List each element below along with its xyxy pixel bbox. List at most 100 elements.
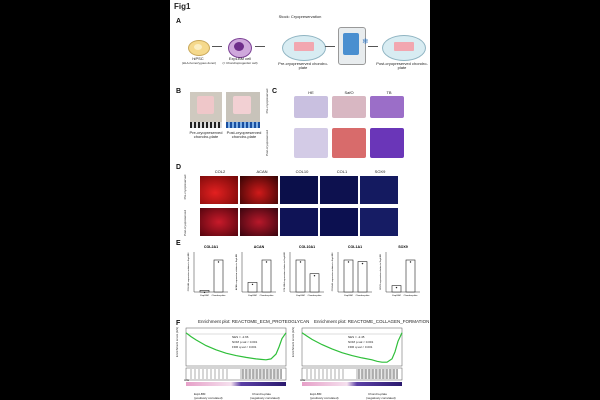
gene-ylabel: COL10A1 expression relative to ExpLBM [283,252,286,292]
d-post-col2 [200,208,238,236]
arrow-3 [325,46,335,47]
post-plate [394,42,414,51]
x-tick-label: Chondro-plate [404,294,419,297]
arrow-4 [368,46,378,47]
arrow-1 [212,46,222,47]
x-tick-label: Chondro-plate [308,294,323,297]
post-photo-ruler [226,122,260,128]
bar [261,259,272,293]
f-right-hits: Hits [300,378,306,382]
c-col-he: HE [308,90,314,95]
c-post-he [294,128,328,158]
d-post-acan [240,208,278,236]
post-photo-tissue [233,96,251,114]
gene-title: SOX9 [398,245,408,249]
data-point [251,283,254,286]
bar [405,259,416,293]
bar [247,282,258,293]
f-right-sub-right: (negatively correlated) [366,396,396,400]
f-right-group-right: Chondro-plate [368,392,388,396]
x-tick-label: ExpLBM [392,295,400,297]
gene-title: COL1A1 [348,245,362,249]
c-col-safo: SafO [344,90,354,95]
data-point [217,261,220,263]
panel-e-label: E [176,240,181,247]
d-col-col2: COL2 [214,169,226,174]
x-tick-label: Chondro-plate [356,294,371,297]
c-row-post: Post-cryopreserved [265,129,269,156]
f-right-ylabel: Enrichment score (ES) [291,326,295,358]
c-pre-he [294,96,328,118]
arrow-2 [255,46,265,47]
data-point [299,261,302,263]
d-post-col10 [280,208,318,236]
f-left-nom: NOM p-val < 0.001 [232,340,258,344]
c-col-tb: TB [386,90,392,95]
c-post-safo [332,128,366,158]
data-point [203,291,206,294]
bar [391,285,402,293]
bar [357,261,368,293]
es-frame [301,327,403,367]
data-point [347,261,350,263]
pre-photo-ruler [190,122,222,128]
post-label: Post-cryopreserved chondro-plate [376,61,428,70]
x-tick-label: ExpLBM [200,295,208,297]
bar [295,259,306,293]
explbm-nucleus [234,42,244,51]
d-row-pre: Pre-cryopreserved [183,174,187,200]
stock-label: Stock: Cryopreservation [278,14,322,19]
f-left-title: Enrichment plot: REACTOME_ECM_PROTEOGLYC… [198,319,310,324]
enrichment-curve [301,332,403,363]
f-right-title: Enrichment plot: REACTOME_COLLAGEN_FORMA… [314,319,430,324]
figure-title: Fig1 [174,2,191,11]
data-point [395,286,398,289]
x-tick-label: ExpLBM [248,295,256,297]
hits-frame [185,367,287,381]
bar [343,259,354,293]
gene-ylabel: ACAN expression relative to ExpLBM [235,254,238,290]
f-right-fdr: FDR q-val < 0.001 [348,345,373,349]
d-col-sox9: SOX9 [374,169,386,174]
explbm-title: ExpLBM cell [228,56,252,61]
panel-b-label: B [176,88,182,95]
f-left-nes: NES = -2.66 [232,335,249,339]
enrichment-plots [185,327,403,386]
hits-frame [301,367,403,381]
f-right-nom: NOM p-val < 0.001 [348,340,374,344]
d-pre-sox9 [360,176,398,204]
figure-page: Fig1 A Stock: Cryopreservation hiPSC (HL… [170,0,430,400]
d-post-sox9 [360,208,398,236]
d-col-acan: ACAN [256,169,268,174]
f-left-fdr: FDR q-val < 0.001 [232,345,257,349]
f-left-group-right: Chondro-plate [252,392,272,396]
gene-title: ACAN [254,245,265,249]
hipsc-nucleus [194,44,202,50]
data-point [361,262,364,265]
d-pre-col1 [320,176,358,204]
data-point [409,261,412,263]
x-tick-label: ExpLBM [344,295,352,297]
x-tick-label: ExpLBM [296,295,304,297]
d-col-col1: COL1 [336,169,348,174]
pre-label: Pre-cryopreserved chondro-plate [278,61,328,70]
pre-plate [294,42,314,51]
expression-bar-charts: COL2A1 COL2A1 expression relative to ExpL… [187,245,420,297]
gene-ylabel: COL2A1 expression relative to ExpLBM [187,253,190,292]
snowflake-icon: ❄ [362,37,369,46]
gene-title: COL2A1 [204,245,218,249]
f-left-ylabel: Enrichment score (ES) [175,326,179,358]
c-post-tb [370,128,404,158]
f-left-sub-left: (positively correlated) [194,396,223,400]
gene-ylabel: COL1A1 expression relative to ExpLBM [331,253,334,292]
panel-f-label: F [176,320,181,327]
f-left-sub-right: (negatively correlated) [250,396,280,400]
d-col-col10: COL10 [295,169,309,174]
hipsc-sub: (HLA-homozygous donor) [181,61,217,65]
f-left-hits: Hits [184,378,190,382]
gene-title: COL10A1 [299,245,315,249]
rank-bar [302,382,402,386]
b-pre-label: Pre-cryopreserved chondro-plate [189,130,223,139]
d-pre-col2 [200,176,238,204]
c-pre-tb [370,96,404,118]
